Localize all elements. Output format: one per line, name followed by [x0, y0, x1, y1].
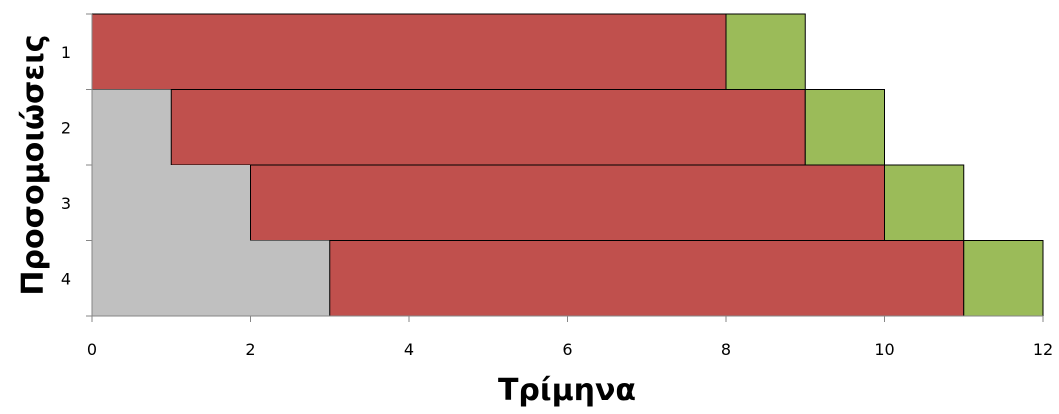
bar-segment-4-1	[92, 240, 330, 316]
x-tick-label: 6	[562, 340, 572, 359]
x-axis-title: Τρίμηνα	[498, 373, 636, 408]
x-tick-label: 4	[404, 340, 414, 359]
bar-segment-3-3	[884, 164, 965, 241]
x-tick-label: 8	[721, 340, 731, 359]
bar-segment-2-2	[170, 89, 806, 166]
bar-segment-2-3	[804, 89, 885, 166]
y-tick-label: 4	[61, 269, 71, 288]
bar-segment-4-3	[963, 240, 1044, 317]
x-tick-label: 0	[87, 340, 97, 359]
bar-segment-3-1	[92, 165, 251, 241]
axes-layer	[86, 13, 1044, 322]
y-tick-label: 3	[61, 194, 71, 213]
bar-segment-1-2	[91, 13, 727, 90]
y-tick-label: 1	[61, 43, 71, 62]
x-tick-label: 2	[245, 340, 255, 359]
bars-layer	[91, 13, 1044, 317]
y-axis-title: Προσομοιώσεις	[16, 34, 51, 295]
bar-segment-1-3	[725, 13, 806, 90]
bar-segment-2-1	[92, 89, 172, 165]
x-tick-label: 12	[1033, 340, 1053, 359]
x-tick-label: 10	[874, 340, 894, 359]
bar-segment-3-2	[250, 164, 885, 241]
bar-segment-4-2	[329, 240, 965, 317]
y-tick-label: 2	[61, 118, 71, 137]
